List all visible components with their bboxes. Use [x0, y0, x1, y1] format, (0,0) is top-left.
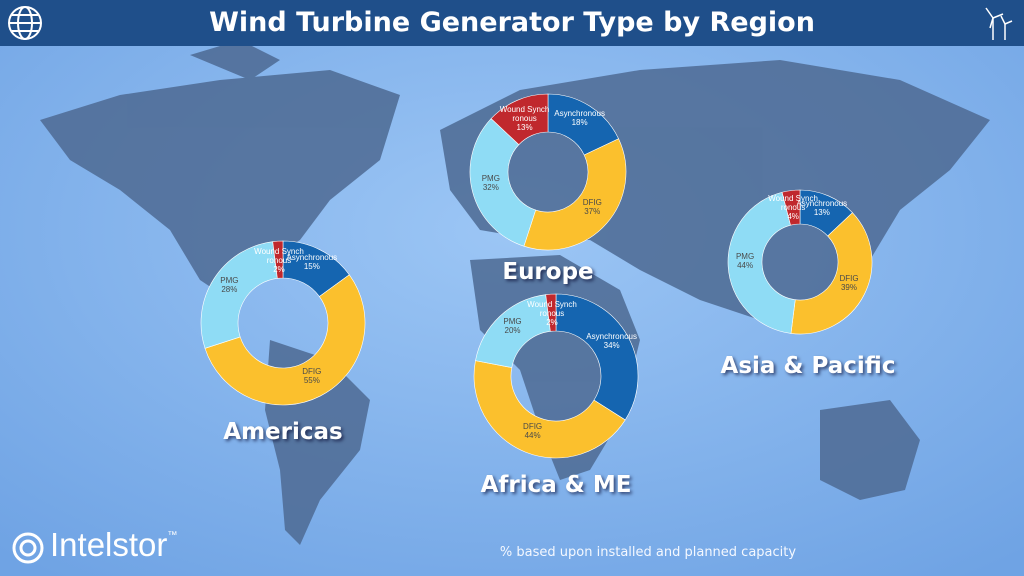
slice-label: PMG 32%	[465, 174, 517, 192]
category-label: Asynchronous	[796, 198, 848, 208]
category-label: Wound Synchronous	[499, 104, 550, 123]
value-label: 20%	[504, 325, 521, 335]
logo-icon	[12, 532, 44, 564]
category-label: PMG	[503, 316, 522, 326]
category-label: DFIG	[839, 273, 859, 283]
value-label: 34%	[603, 341, 620, 351]
value-label: 18%	[571, 118, 588, 128]
logo-text: Intelstor	[50, 526, 168, 563]
category-label: PMG	[735, 252, 755, 262]
region-title: Africa & ME	[480, 472, 632, 498]
category-label: Asynchronous	[586, 332, 637, 342]
region-title: Asia & Pacific	[720, 353, 896, 379]
value-label: 28%	[221, 284, 238, 294]
value-label: 44%	[524, 431, 541, 441]
value-label: 39%	[840, 282, 857, 292]
donut-slice	[555, 293, 639, 421]
value-label: 2%	[273, 264, 285, 274]
slice-label: Wound Synchronous 2%	[253, 247, 305, 274]
region-title: Europe	[502, 259, 594, 285]
category-label: PMG	[220, 275, 239, 285]
donut-slice	[790, 212, 873, 335]
slice-label: Asynchronous 34%	[586, 332, 638, 350]
slice-label: PMG 20%	[487, 317, 539, 335]
value-label: 32%	[482, 182, 499, 192]
value-label: 37%	[584, 207, 601, 217]
slice-label: PMG 28%	[203, 276, 255, 294]
header-bar	[0, 0, 1024, 46]
category-label: Asynchronous	[286, 253, 338, 263]
category-label: Wound Synchronous	[254, 246, 304, 265]
slice-label: Asynchronous 15%	[286, 253, 338, 271]
category-label: DFIG	[582, 198, 602, 208]
footnote: % based upon installed and planned capac…	[499, 545, 797, 560]
slice-label: Wound Synchronous 4%	[767, 194, 819, 221]
logo-mark: ™	[167, 530, 178, 541]
value-label: 2%	[546, 317, 558, 327]
donut-slice	[204, 274, 366, 406]
category-label: DFIG	[302, 366, 322, 376]
value-label: 15%	[303, 262, 320, 272]
donut-slice	[490, 93, 549, 146]
globe-icon	[8, 6, 42, 40]
value-label: 4%	[787, 212, 799, 222]
donut-slice	[200, 241, 278, 349]
donut-slice	[523, 138, 627, 251]
slice-label: DFIG 37%	[566, 198, 618, 216]
slice-label: DFIG 44%	[507, 422, 559, 440]
donut-slice	[469, 118, 537, 247]
category-label: Wound Synchronous	[768, 194, 818, 213]
donut-slice	[545, 293, 557, 332]
value-label: 44%	[737, 261, 754, 271]
slice-label: Wound Synchronous 13%	[499, 105, 551, 132]
donut-slice	[781, 189, 801, 226]
category-label: PMG	[481, 173, 500, 183]
logo: Intelstor™	[50, 526, 177, 564]
donut-slice	[473, 360, 626, 459]
region-title: Americas	[223, 419, 343, 445]
value-label: 13%	[516, 122, 533, 132]
turbine-icon	[985, 7, 1013, 40]
slice-label: DFIG 39%	[823, 274, 875, 292]
slice-label: Asynchronous 13%	[796, 199, 848, 217]
category-label: Wound Synchronous	[527, 299, 577, 318]
donut-slice	[727, 191, 796, 334]
value-label: 13%	[813, 207, 830, 217]
slice-label: DFIG 55%	[286, 367, 338, 385]
slice-label: Asynchronous 18%	[554, 109, 606, 127]
title: Wind Turbine Generator Type by Region	[209, 7, 815, 38]
category-label: Asynchronous	[554, 109, 605, 119]
category-label: DFIG	[523, 422, 543, 432]
donut-slice	[272, 240, 284, 279]
value-label: 55%	[303, 375, 320, 385]
slice-label: PMG 44%	[719, 252, 771, 270]
slice-label: Wound Synchronous 2%	[526, 300, 578, 327]
